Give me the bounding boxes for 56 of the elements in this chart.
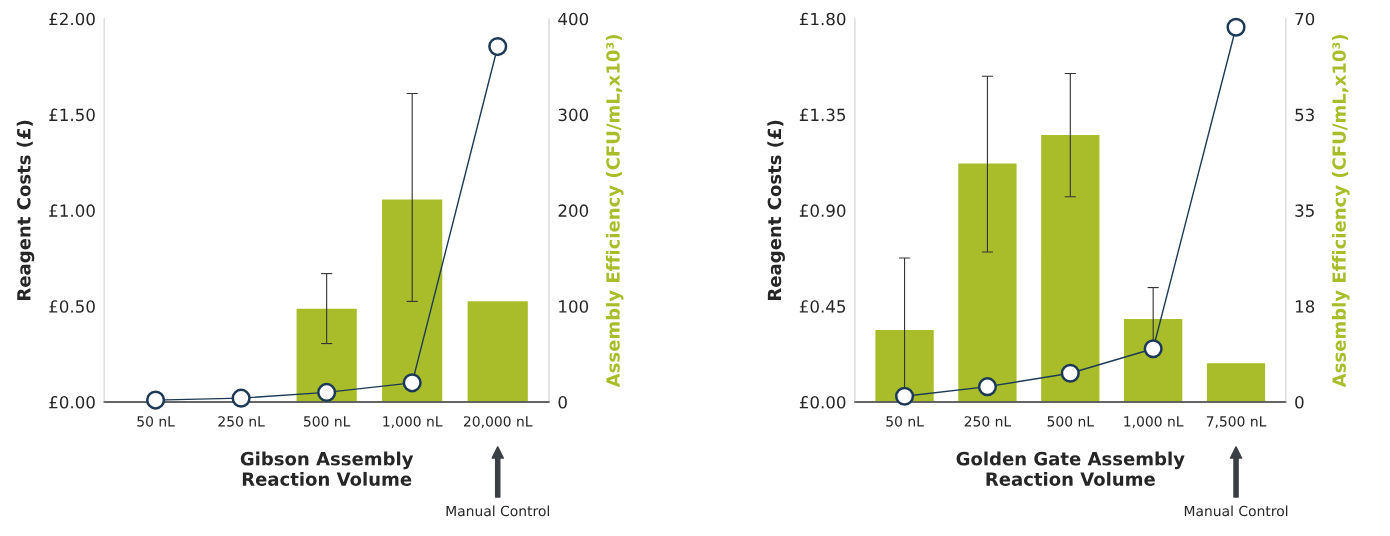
y2-tick-label: 200 <box>558 204 589 217</box>
y-tick-label: £0.50 <box>49 300 95 313</box>
y2-tick-label: 70 <box>1295 12 1315 26</box>
x-axis-title: Gibson Assembly Reaction Volume <box>240 451 414 486</box>
bar <box>295 307 359 402</box>
x-tick-label: 500 nL <box>303 416 351 427</box>
y2-tick-label: 400 <box>558 12 589 26</box>
y-tick-label: £0.00 <box>799 395 846 409</box>
x-tick-label: 1,000 nL <box>383 416 443 429</box>
text: Manual Control <box>1184 505 1288 517</box>
point <box>402 373 422 393</box>
y2-axis-title: Assembly Efficiency (CFU/mL,x10³) <box>1331 34 1350 388</box>
x-tick-label: 250 nL <box>964 416 1012 427</box>
point <box>231 388 251 408</box>
x-tick-label: 500 nL <box>1047 416 1094 427</box>
y2-axis-title: Assembly Efficiency (CFU/mL,x10³) <box>605 34 624 388</box>
point <box>1226 17 1246 37</box>
text: Manual Control <box>446 505 549 517</box>
x-tick-label: 20,000 nL <box>463 416 533 429</box>
point <box>894 386 915 406</box>
y2-tick-label: 300 <box>558 108 589 122</box>
bar <box>956 162 1018 402</box>
x-axis-title: Golden Gate Assembly Reaction Volume <box>956 451 1185 486</box>
y2-tick-label: 35 <box>1295 204 1314 217</box>
bar <box>874 328 936 402</box>
y2-tick-label: 18 <box>1295 300 1315 313</box>
x-tick-label: 1,000 nL <box>1124 416 1184 429</box>
y-tick-label: £0.00 <box>49 395 95 409</box>
point <box>145 390 166 410</box>
y2-tick-label: 0 <box>558 395 567 409</box>
y-tick-label: £1.00 <box>49 204 95 217</box>
y2-tick-label: 0 <box>1295 395 1304 409</box>
y-tick-label: £0.90 <box>799 204 846 217</box>
x-tick-label: 50 nL <box>137 416 175 427</box>
y-tick-label: £1.50 <box>49 108 95 122</box>
point <box>1143 339 1163 359</box>
point <box>1060 363 1080 383</box>
bar <box>466 299 530 402</box>
y-tick-label: £1.80 <box>799 12 846 26</box>
y-axis-title: Reagent Costs (£) <box>767 120 785 300</box>
x-tick-label: 250 nL <box>218 416 265 427</box>
y-tick-label: £2.00 <box>49 12 95 26</box>
y-axis-title: Reagent Costs (£) <box>16 120 35 300</box>
y-tick-label: £1.35 <box>799 108 846 122</box>
y2-tick-label: 100 <box>559 300 589 313</box>
x-tick-label: 50 nL <box>886 416 924 427</box>
bar <box>1205 361 1267 402</box>
bar <box>1122 317 1184 402</box>
x-tick-label: 7,500 nL <box>1206 416 1267 429</box>
y-tick-label: £0.45 <box>799 300 846 313</box>
bar <box>1039 133 1101 402</box>
y2-tick-label: 53 <box>1295 108 1314 122</box>
point <box>317 382 337 402</box>
bar <box>380 198 444 402</box>
point <box>488 36 508 57</box>
point <box>977 377 998 397</box>
